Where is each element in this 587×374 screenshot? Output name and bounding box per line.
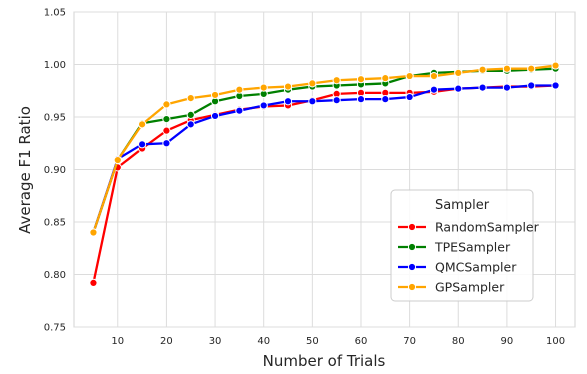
data-point: [137, 140, 147, 149]
legend: Sampler RandomSampler TPESampler QMCSample…: [390, 189, 540, 302]
y-tick-label: 0.95: [44, 113, 66, 124]
x-axis-ticks: 10 20 30 40 50 60 70 80 90 100: [111, 336, 565, 347]
data-point: [283, 97, 293, 106]
data-point: [551, 61, 560, 70]
data-point: [89, 278, 98, 287]
data-point: [381, 95, 390, 104]
data-point: [478, 83, 487, 92]
data-point: [162, 115, 171, 124]
x-tick-label: 90: [501, 336, 514, 347]
legend-label: TPESampler: [434, 240, 511, 255]
x-tick-label: 100: [546, 336, 565, 347]
legend-title: Sampler: [435, 198, 490, 213]
legend-swatch-marker: [407, 222, 417, 232]
data-point: [283, 82, 293, 91]
series-layer: [89, 61, 560, 287]
data-point: [527, 81, 536, 90]
x-tick-label: 10: [111, 336, 124, 347]
data-point: [429, 71, 439, 81]
data-point: [356, 95, 366, 104]
data-point: [502, 83, 512, 92]
y-tick-label: 1.00: [44, 60, 66, 71]
data-point: [429, 85, 439, 94]
data-point: [308, 97, 317, 106]
y-axis-ticks: 0.75 0.80 0.85 0.90 0.95 1.00 1.05: [44, 8, 66, 334]
legend-label: RandomSampler: [435, 220, 540, 235]
data-point: [259, 101, 268, 110]
legend-label: GPSampler: [435, 280, 505, 295]
legend-box: [390, 189, 534, 302]
x-tick-label: 50: [306, 336, 319, 347]
y-tick-label: 0.75: [44, 323, 66, 334]
y-tick-label: 0.90: [44, 165, 66, 176]
data-point: [186, 110, 195, 120]
legend-item: RandomSampler: [398, 220, 540, 235]
y-axis-title: Average F1 Ratio: [16, 106, 34, 234]
data-point: [454, 68, 463, 78]
data-point: [235, 106, 244, 115]
x-tick-label: 80: [452, 336, 465, 347]
data-point: [332, 76, 341, 85]
x-tick-label: 40: [257, 336, 270, 347]
grid-lines: [74, 11, 575, 328]
data-point: [527, 64, 536, 73]
data-point: [235, 85, 244, 94]
data-point: [162, 126, 171, 135]
data-point: [356, 75, 366, 84]
legend-swatch-marker: [407, 242, 417, 252]
data-point: [162, 139, 171, 148]
data-point: [502, 64, 512, 73]
data-point: [478, 65, 487, 74]
y-tick-label: 0.85: [44, 218, 66, 229]
data-point: [259, 83, 268, 92]
data-point: [405, 71, 414, 81]
legend-swatch-marker: [407, 282, 417, 292]
data-point: [89, 228, 98, 237]
data-point: [381, 74, 390, 83]
x-tick-label: 30: [209, 336, 222, 347]
x-tick-label: 60: [355, 336, 368, 347]
data-point: [551, 81, 560, 90]
y-tick-label: 0.80: [44, 270, 66, 281]
data-point: [113, 155, 122, 165]
data-point: [454, 84, 463, 93]
legend-item: TPESampler: [398, 240, 511, 255]
data-point: [186, 94, 195, 103]
legend-label: QMCSampler: [435, 260, 517, 275]
data-point: [162, 100, 171, 109]
legend-items: RandomSampler TPESampler QMCSampler GPSampl…: [398, 220, 540, 295]
data-point: [405, 92, 414, 102]
data-point: [332, 96, 341, 105]
y-tick-label: 1.05: [44, 8, 66, 19]
x-tick-label: 70: [403, 336, 416, 347]
legend-swatch-marker: [407, 262, 417, 272]
data-point: [210, 90, 220, 100]
legend-item: QMCSampler: [398, 260, 517, 275]
data-point: [210, 111, 220, 121]
data-point: [186, 120, 195, 129]
data-point: [137, 120, 147, 129]
data-point: [308, 79, 317, 88]
x-tick-label: 20: [160, 336, 173, 347]
x-axis-title: Number of Trials: [263, 352, 386, 370]
series-gpsampler: [89, 61, 560, 237]
legend-item: GPSampler: [398, 280, 505, 295]
